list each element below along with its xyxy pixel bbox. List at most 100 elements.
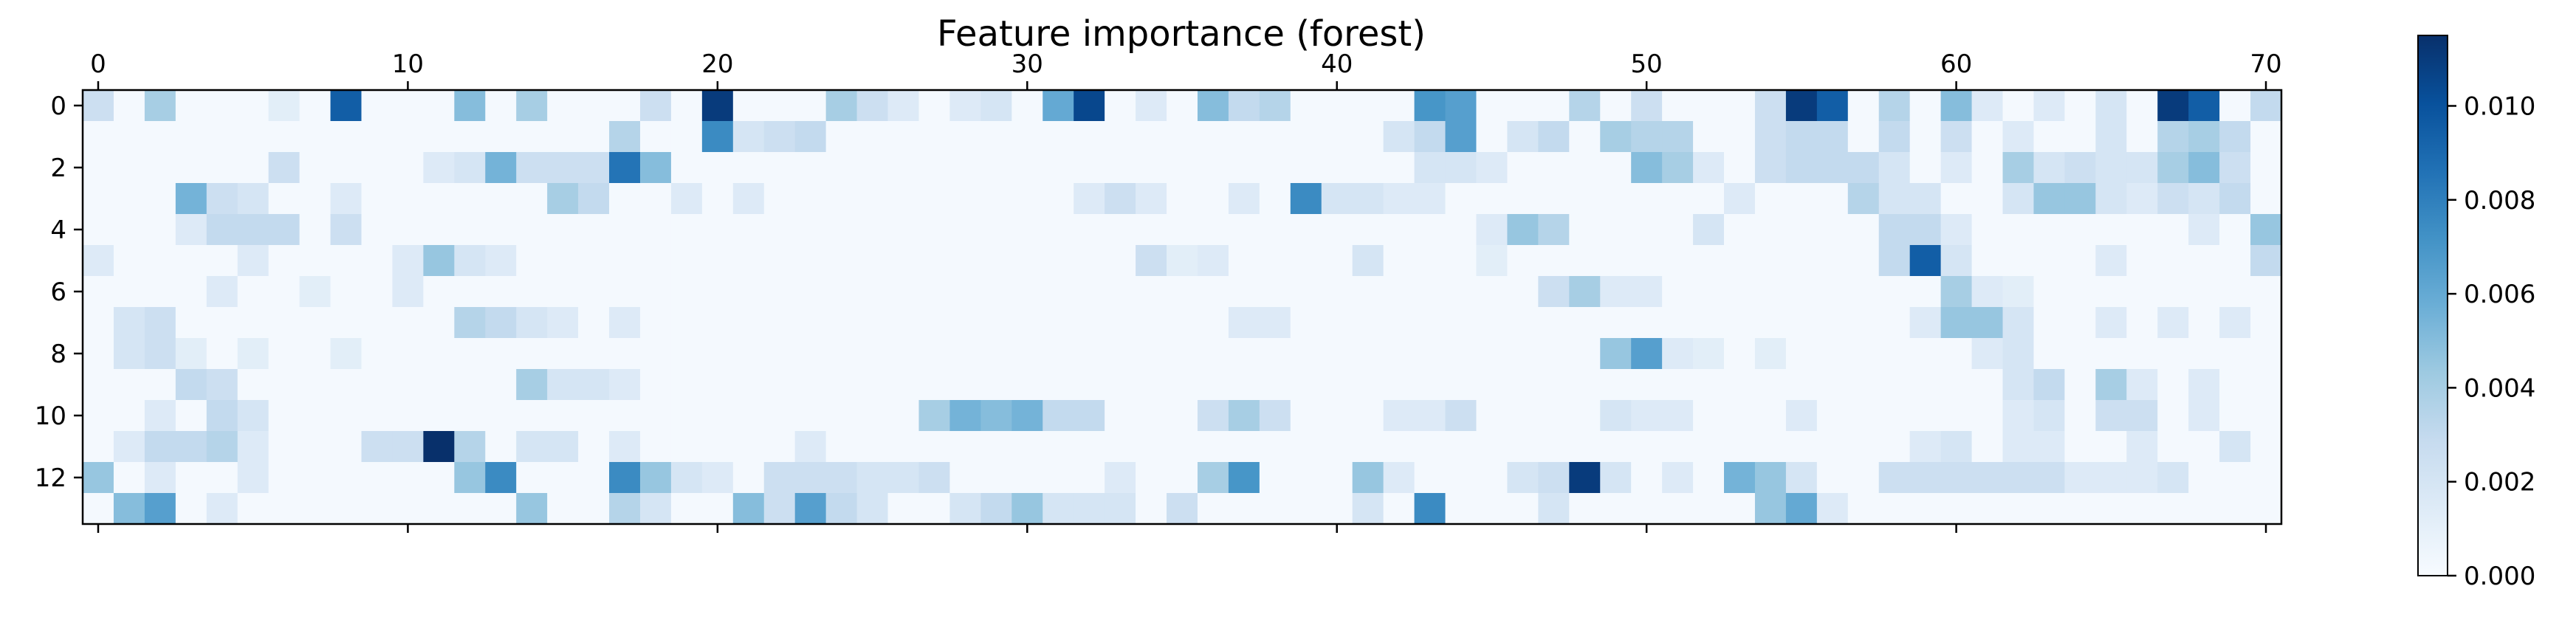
heatmap-cell [887,152,920,184]
heatmap-cell [1321,276,1353,308]
heatmap-cell [1383,152,1415,184]
heatmap-cell [1167,276,1198,308]
heatmap-cell [1476,307,1508,339]
heatmap-cell [299,462,332,494]
heatmap-cell [1816,152,1849,184]
heatmap-cell [1228,90,1260,122]
heatmap-cell [485,400,517,432]
heatmap-cell [2064,338,2096,370]
heatmap-cell [299,152,332,184]
heatmap-cell [1259,400,1291,432]
heatmap-cell [113,400,145,432]
heatmap-cells [83,90,2282,525]
heatmap-cell [1105,90,1136,122]
heatmap-cell [1847,214,1880,246]
heatmap-cell [1878,338,1911,370]
heatmap-cell [1445,338,1477,370]
heatmap-cell [237,338,269,370]
heatmap-cell [1476,90,1508,122]
heatmap-cell [144,276,176,308]
x-tick-label: 0 [90,49,106,79]
heatmap-cell [1507,369,1539,401]
heatmap-cell [1847,307,1880,339]
heatmap-cell [732,121,765,153]
heatmap-cell [2126,276,2158,308]
heatmap-cell [1816,338,1849,370]
heatmap-cell [1507,214,1539,246]
heatmap-cell [1909,183,1942,215]
heatmap-cell [299,121,332,153]
heatmap-cell [2219,462,2251,494]
heatmap-cell [794,369,827,401]
heatmap-cell [980,276,1012,308]
heatmap-cell [2126,183,2158,215]
heatmap-cell [949,276,981,308]
heatmap-cell [578,183,610,215]
heatmap-cell [1754,152,1787,184]
heatmap-cell [1197,400,1229,432]
heatmap-cell [2002,276,2035,308]
heatmap-cell [794,307,827,339]
heatmap-cell [2126,431,2158,463]
heatmap-cell [2033,121,2065,153]
heatmap-cell [639,400,672,432]
heatmap-cell [1693,431,1725,463]
heatmap-cell [113,152,145,184]
heatmap-cell [1600,431,1632,463]
heatmap-cell [732,462,765,494]
heatmap-cell [1167,369,1198,401]
heatmap-cell [825,183,858,215]
heatmap-cell [2219,493,2251,525]
heatmap-cell [1631,183,1663,215]
heatmap-cell [485,183,517,215]
heatmap-cell [237,493,269,525]
heatmap-cell [1352,276,1384,308]
heatmap-cell [206,121,238,153]
heatmap-cell [1228,276,1260,308]
heatmap-cell [980,245,1012,277]
colorbar-tick-label: 0.002 [2464,468,2535,497]
heatmap-cell [1569,183,1601,215]
heatmap-cell [237,369,269,401]
heatmap-cell [1383,493,1415,525]
heatmap-cell [980,90,1012,122]
heatmap-cell [268,214,300,246]
heatmap-cell [1228,183,1260,215]
x-tick-label: 60 [1940,49,1972,79]
heatmap-cell [887,183,920,215]
heatmap-cell [1569,152,1601,184]
heatmap-cell [1321,121,1353,153]
heatmap-cell [1011,121,1043,153]
heatmap-cell [794,493,827,525]
heatmap-cell [2157,462,2189,494]
heatmap-cell [392,307,424,339]
heatmap-cell [1167,245,1198,277]
heatmap-cell [918,121,951,153]
heatmap-cell [423,90,455,122]
heatmap-cell [299,493,332,525]
heatmap-cell [299,400,332,432]
heatmap-cell [2002,400,2035,432]
heatmap-cell [2250,90,2282,122]
heatmap-cell [2250,183,2282,215]
heatmap-cell [825,276,858,308]
heatmap-cell [1724,431,1756,463]
heatmap-cell [454,369,486,401]
heatmap-cell [516,493,548,525]
colorbar-ticks: 0.000 0.002 0.004 0.006 0.008 0.010 [2448,92,2535,591]
heatmap-cell [1940,493,1973,525]
heatmap-cell [1414,245,1446,277]
heatmap-cell [144,493,176,525]
heatmap-cell [547,493,579,525]
heatmap-cell [206,183,238,215]
heatmap-cell [423,307,455,339]
heatmap-cell [1011,400,1043,432]
heatmap-cell [2095,90,2127,122]
heatmap-cell [1197,369,1229,401]
heatmap-cell [454,245,486,277]
heatmap-cell [1940,338,1973,370]
heatmap-cell [1847,121,1880,153]
heatmap-cell [1785,90,1818,122]
heatmap-cell [361,90,394,122]
heatmap-cell [361,431,394,463]
